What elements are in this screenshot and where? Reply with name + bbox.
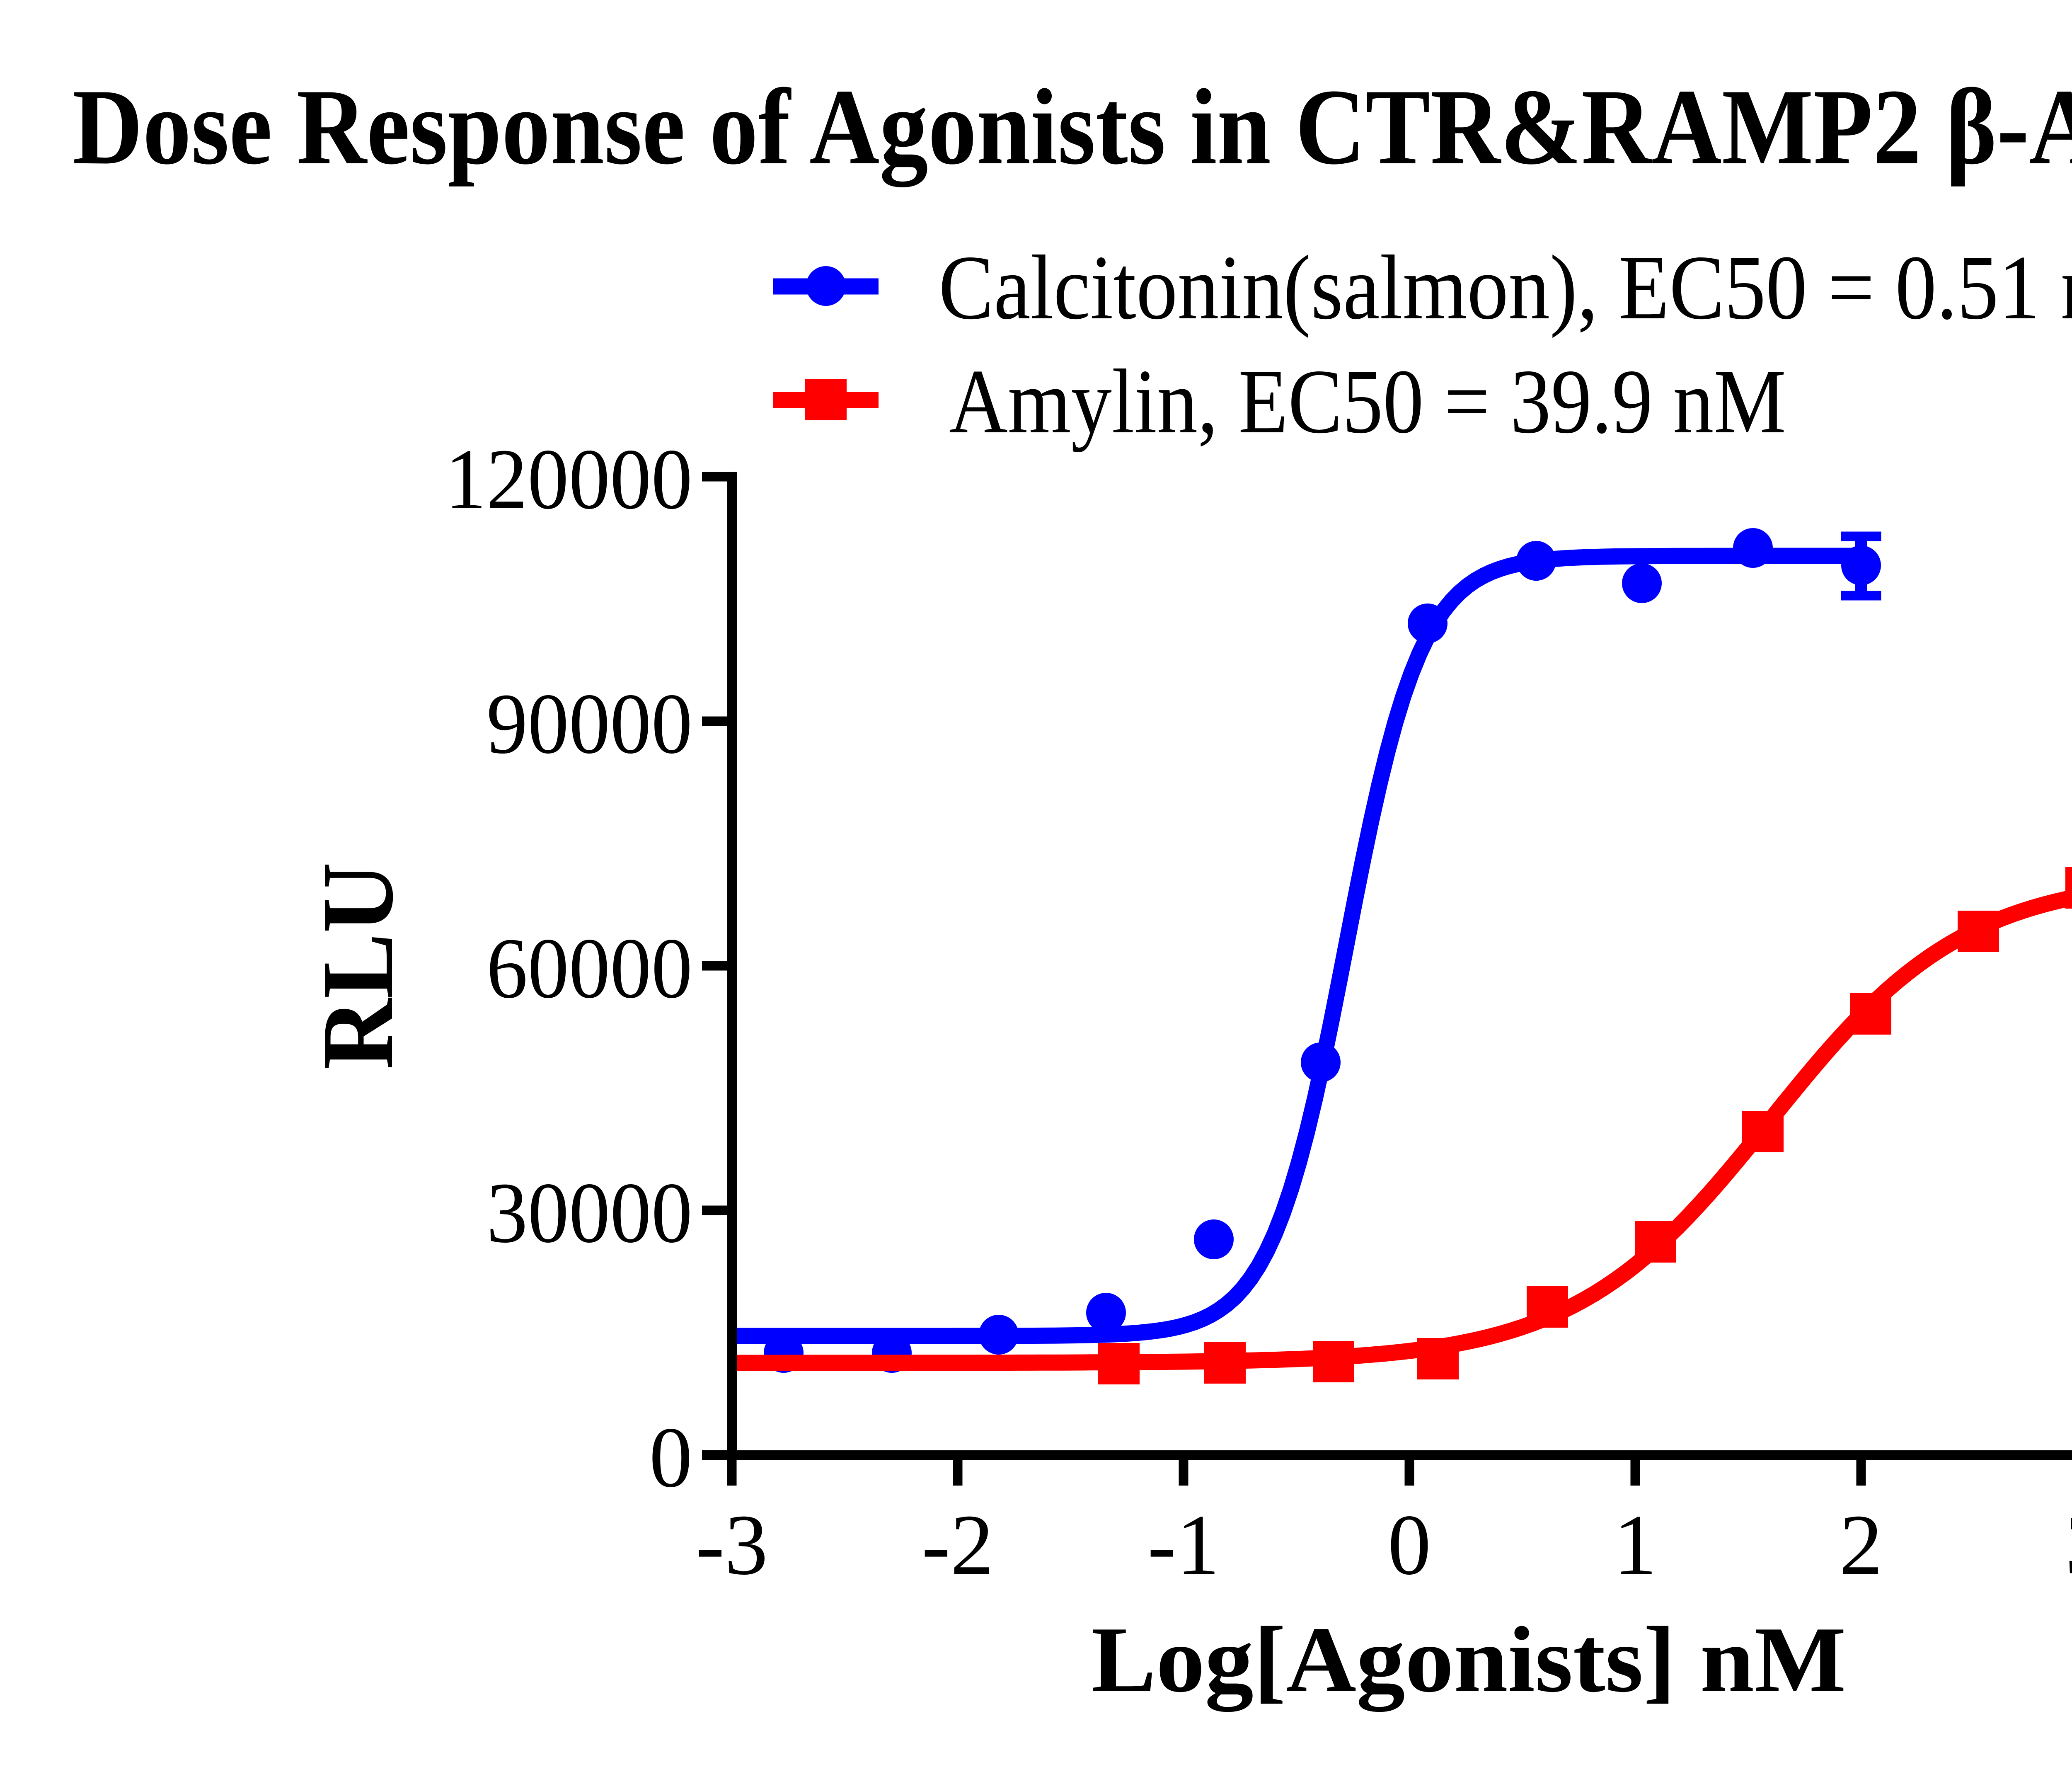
svg-text:RLU: RLU [301, 862, 414, 1069]
svg-text:Dose Response of Agonists in C: Dose Response of Agonists in CTR&RAMP2 β… [73, 67, 2072, 189]
svg-text:-2: -2 [922, 1497, 994, 1593]
svg-text:Calcitonin(salmon), EC50 = 0.5: Calcitonin(salmon), EC50 = 0.51 nM [939, 237, 2072, 339]
svg-text:Amylin, EC50 = 39.9 nM: Amylin, EC50 = 39.9 nM [949, 351, 1786, 453]
svg-text:30000: 30000 [487, 1165, 692, 1261]
svg-text:3: 3 [2065, 1497, 2072, 1593]
svg-text:0: 0 [1388, 1497, 1431, 1593]
svg-text:120000: 120000 [445, 431, 692, 527]
svg-text:60000: 60000 [487, 921, 692, 1016]
svg-text:90000: 90000 [487, 676, 692, 772]
svg-text:0: 0 [649, 1410, 693, 1505]
svg-text:2: 2 [1840, 1497, 1883, 1593]
svg-text:-3: -3 [696, 1497, 768, 1593]
svg-text:Log[Agonists] nM: Log[Agonists] nM [1091, 1608, 1846, 1712]
svg-text:-1: -1 [1147, 1497, 1220, 1593]
svg-text:1: 1 [1614, 1497, 1657, 1593]
